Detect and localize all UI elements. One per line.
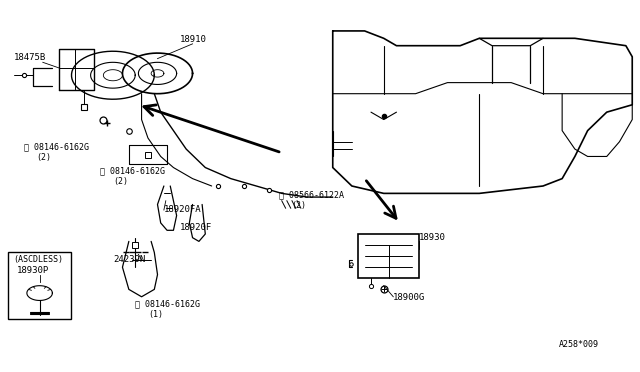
Text: (1): (1) (148, 310, 163, 319)
Text: (2): (2) (291, 201, 307, 210)
Text: 24239N: 24239N (113, 255, 145, 264)
Text: Ⓢ 08566-6122A: Ⓢ 08566-6122A (278, 190, 344, 199)
Text: 18900G: 18900G (394, 294, 426, 302)
Text: 18475B: 18475B (14, 54, 46, 62)
Text: Ⓑ 08146-6162G: Ⓑ 08146-6162G (24, 142, 89, 151)
Text: Ⓑ 08146-6162G: Ⓑ 08146-6162G (135, 299, 200, 308)
Text: (2): (2) (36, 153, 51, 162)
Bar (8, 253, 72, 319)
Text: 18910: 18910 (180, 35, 207, 44)
Text: 18920F: 18920F (180, 223, 212, 232)
Text: 18920FA: 18920FA (164, 205, 202, 214)
Text: A258*009: A258*009 (559, 340, 599, 349)
Text: 18930: 18930 (419, 232, 445, 241)
Text: 18930P: 18930P (17, 266, 49, 275)
Bar (358, 234, 419, 278)
Text: (2): (2) (113, 177, 128, 186)
Text: (ASCDLESS): (ASCDLESS) (13, 255, 63, 264)
Text: Ⓑ 08146-6162G: Ⓑ 08146-6162G (100, 166, 165, 175)
